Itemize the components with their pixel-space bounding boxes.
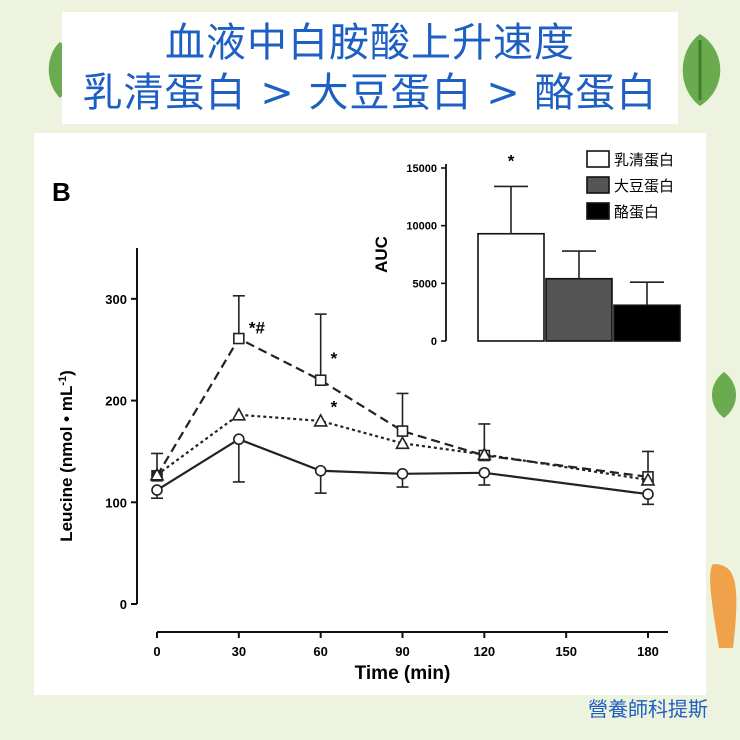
title-line-2: 乳清蛋白 > 大豆蛋白 > 酪蛋白 — [82, 70, 658, 116]
title-banner: 血液中白胺酸上升速度 乳清蛋白 > 大豆蛋白 > 酪蛋白 — [62, 12, 678, 124]
data-point-triangle — [395, 435, 410, 450]
data-point-triangle — [149, 467, 165, 481]
legend-swatch — [586, 150, 610, 168]
chart-panel: B 0 100 200 300 0 30 60 90 120 150 180 Time (min) Leu… — [34, 133, 706, 695]
series-line-3 — [156, 437, 649, 496]
inset-y-tick-label: 10000 — [406, 221, 437, 233]
series-line-1 — [156, 337, 649, 478]
data-point-circle — [314, 464, 327, 477]
data-point-square — [396, 425, 409, 437]
decor-leaf-right — [682, 34, 721, 106]
legend-label: 酪蛋白 — [614, 204, 659, 221]
decor-carrot — [710, 564, 737, 648]
panel-label: B — [52, 177, 71, 207]
significance-annotation: * — [331, 398, 338, 417]
data-point-circle — [233, 433, 245, 446]
inset-significance-annotation: * — [508, 151, 515, 170]
x-tick-label: 0 — [153, 644, 160, 659]
data-point-square — [314, 374, 327, 387]
y-tick-label: 200 — [105, 394, 127, 409]
x-tick-label: 60 — [313, 644, 327, 659]
data-point-circle — [642, 488, 654, 500]
x-tick-label: 180 — [637, 644, 659, 659]
data-point-circle — [478, 466, 491, 479]
data-point-square — [233, 332, 245, 345]
inset-bar — [613, 304, 681, 342]
legend-swatch — [586, 202, 610, 220]
credit-text: 營養師科提斯 — [588, 697, 708, 721]
legend-label: 乳清蛋白 — [614, 152, 674, 169]
data-point-triangle — [476, 446, 492, 461]
y-tick-label: 300 — [105, 292, 127, 307]
y-axis-label-main: Leucine (nmol • mL — [57, 386, 76, 542]
data-point-circle — [151, 484, 163, 496]
title-line-1: 血液中白胺酸上升速度 — [165, 20, 575, 66]
x-tick-label: 120 — [473, 644, 495, 659]
x-tick-label: 90 — [395, 644, 409, 659]
y-axis-label-close: ) — [57, 370, 76, 376]
significance-annotation: *# — [249, 318, 266, 337]
x-axis-label: Time (min) — [355, 663, 451, 684]
legend-swatch — [586, 176, 610, 194]
inset-bar — [545, 277, 613, 342]
inset-y-tick-label: 0 — [431, 336, 437, 348]
chart-svg: B 0 100 200 300 0 30 60 90 120 150 180 Time (min) Leu… — [52, 150, 681, 684]
data-point-circle — [396, 468, 409, 480]
x-tick-label: 30 — [232, 644, 246, 659]
inset-y-tick-label: 15000 — [406, 163, 437, 175]
y-axis-label-sup: -1 — [57, 376, 69, 386]
inset-y-axis-label: AUC — [372, 236, 391, 273]
legend-label: 大豆蛋白 — [614, 178, 674, 195]
y-tick-label: 100 — [105, 495, 127, 510]
data-point-triangle — [640, 472, 656, 486]
inset-y-tick-label: 5000 — [413, 278, 437, 290]
y-axis-label: Leucine (nmol • mL-1) — [57, 370, 76, 542]
inset-bar — [477, 232, 545, 342]
data-point-triangle — [313, 413, 329, 427]
series-line-2 — [156, 413, 649, 481]
x-tick-label: 150 — [555, 644, 577, 659]
y-tick-label: 0 — [120, 597, 127, 612]
decor-leaf-right-2 — [712, 372, 736, 418]
data-point-triangle — [231, 407, 247, 421]
significance-annotation: * — [331, 349, 338, 368]
